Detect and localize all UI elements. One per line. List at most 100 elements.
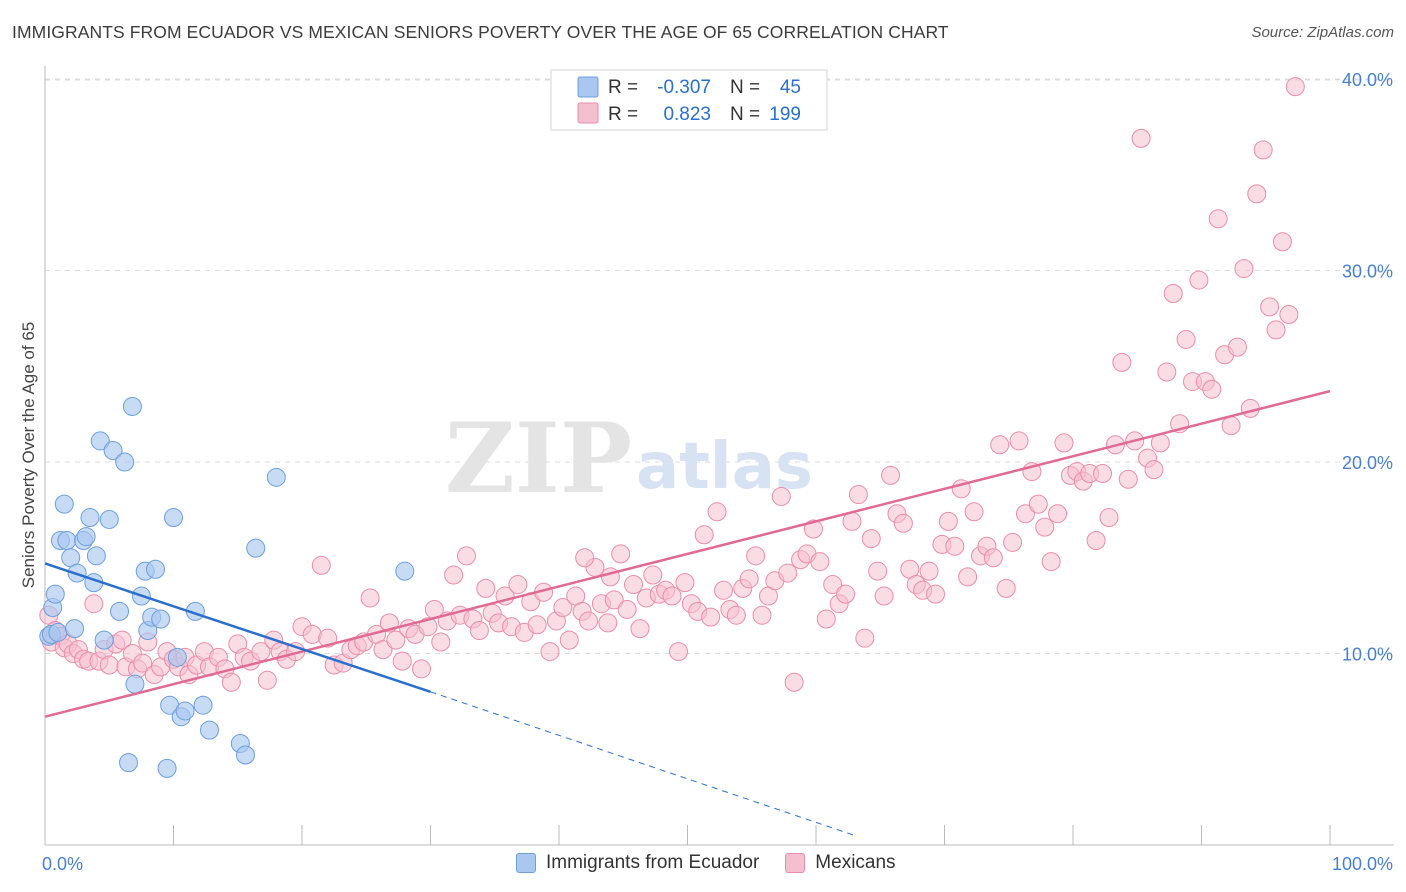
mexicans-point-150 [990,435,1010,455]
mexicans-point-140 [926,584,946,604]
mexicans-point-156 [1028,494,1048,514]
ecuador-point-20 [110,601,130,621]
mexicans-point-99 [662,586,682,606]
stats-swatch-ecuador [577,76,599,98]
axes [44,66,1394,846]
ecuador-point-24 [125,674,145,694]
ecuador-point-13 [80,508,100,528]
y-tick-label-2: 30.0% [1342,262,1393,282]
mexicans-point-100 [669,642,689,662]
mexicans-point-184 [1208,209,1228,229]
mexicans-point-80 [540,642,560,662]
ecuador-point-23 [122,396,142,416]
mexicans-point-188 [1234,259,1254,279]
mexicans-point-82 [553,598,573,618]
mexicans-point-195 [1279,305,1299,325]
mexicans-point-78 [527,615,547,635]
ecuador-point-22 [119,753,139,773]
ecuador-point-38 [193,695,213,715]
mexicans-point-33 [221,672,241,692]
mexicans-point-107 [713,580,733,600]
chart-source: Source: ZipAtlas.com [1251,24,1394,41]
legend-item-ecuador: Immigrants from Ecuador [516,852,759,874]
mexicans-point-54 [373,640,393,660]
mexicans-point-169 [1112,352,1132,372]
mexicans-point-153 [1009,431,1029,451]
mexicans-trend-line [44,389,1331,718]
mexicans-point-189 [1240,398,1260,418]
mexicans-point-69 [469,621,489,641]
stats-r-label-ecuador: R = [608,77,638,98]
ecuador-trend-extension [430,691,855,836]
y-tick-label-1: 20.0% [1342,453,1393,473]
mexicans-point-90 [604,590,624,610]
mexicans-point-145 [958,567,978,587]
mexicans-point-124 [823,575,843,595]
mexicans-point-160 [1054,433,1074,453]
mexicans-point-96 [643,565,663,585]
x-tick-label-0: 0.0% [42,854,83,874]
mexicans-point-170 [1118,469,1138,489]
ecuador-point-43 [266,467,286,487]
ecuador-point-31 [157,758,177,778]
mexicans-point-65 [444,565,464,585]
mexicans-point-167 [1099,508,1119,528]
stats-n-value-mexicans: 199 [769,104,801,125]
ecuador-point-33 [164,508,183,528]
mexicans-point-181 [1189,270,1209,290]
mexicans-point-143 [945,536,965,556]
mexicans-point-196 [1285,77,1305,97]
mexicans-point-111 [739,569,759,589]
ecuador-point-3 [45,584,65,604]
mexicans-point-19 [133,653,153,673]
mexicans-point-94 [630,619,650,639]
mexicans-point-194 [1272,232,1292,252]
watermark-zip: ZIP [445,402,632,515]
mexicans-point-86 [579,611,599,631]
legend-item-mexicans: Mexicans [785,852,896,874]
ecuador-point-21 [115,452,135,472]
mexicans-point-92 [617,599,637,619]
mexicans-point-112 [746,546,766,566]
mexicans-point-133 [881,465,901,485]
stats-r-label-mexicans: R = [608,104,638,125]
mexicans-point-57 [392,651,412,671]
mexicans-point-63 [431,632,451,652]
ecuador-point-7 [57,531,77,551]
mexicans-point-177 [1163,283,1183,303]
mexicans-point-193 [1266,320,1286,340]
legend-label-ecuador: Immigrants from Ecuador [546,852,760,873]
mexicans-point-60 [412,659,432,679]
y-tick-label-0: 10.0% [1342,645,1393,665]
stats-swatch-mexicans [577,102,599,124]
mexicans-point-117 [778,563,798,583]
ecuador-point-44 [395,561,415,581]
mexicans-point-151 [996,578,1016,598]
mexicans-point-165 [1086,531,1106,551]
mexicans-point-83 [559,630,579,650]
ecuador-trend-line [44,562,431,693]
mexicans-point-139 [919,561,939,581]
mexicans-point-105 [701,607,721,627]
mexicans-point-122 [810,552,830,572]
ecuador-point-30 [151,609,171,629]
mexicans-points [39,77,1305,692]
mexicans-point-191 [1253,140,1273,160]
mexicans-point-179 [1176,329,1196,349]
mexicans-point-70 [476,578,496,598]
stats-r-value-mexicans: 0.823 [663,104,711,125]
x-tick-label-1: 100.0% [1332,854,1393,874]
legend-swatch-ecuador [516,853,536,873]
legend-swatch-mexicans [785,853,806,873]
mexicans-point-152 [1003,532,1023,552]
ecuador-point-42 [246,538,266,558]
stats-n-label-mexicans: N = [730,104,760,125]
mexicans-point-187 [1227,337,1247,357]
mexicans-point-104 [694,525,714,545]
stats-n-value-ecuador: 45 [780,77,801,98]
mexicans-point-93 [624,575,644,595]
mexicans-point-146 [964,502,984,522]
stats-r-value-ecuador: -0.307 [657,77,711,98]
mexicans-point-91 [611,544,631,564]
mexicans-point-126 [836,584,856,604]
